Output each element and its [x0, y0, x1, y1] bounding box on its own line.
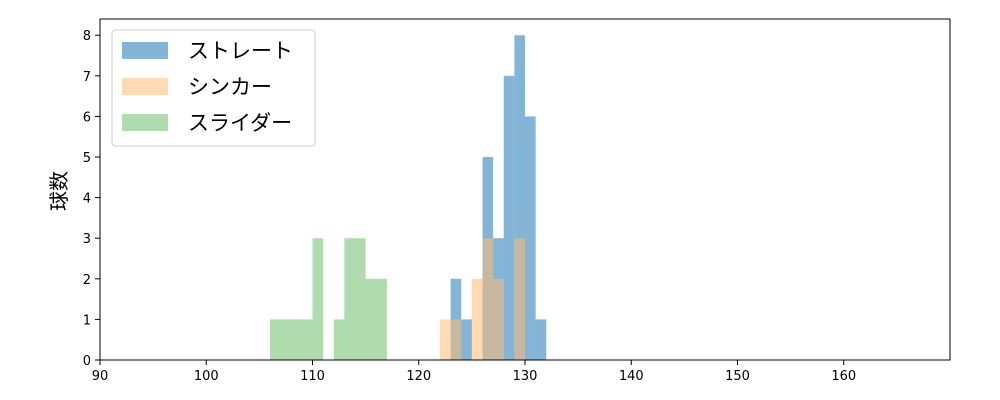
x-tick-label: 120	[406, 369, 431, 384]
bar-2-3	[344, 238, 366, 360]
y-axis-label: 球数	[47, 171, 71, 211]
bar-1-3	[482, 238, 494, 360]
bars-layer	[270, 35, 547, 360]
x-tick-label: 100	[194, 369, 219, 384]
y-tick-label: 4	[83, 192, 91, 207]
y-tick-label: 1	[83, 313, 91, 328]
legend-label: スライダー	[188, 111, 292, 135]
bar-0-4	[503, 75, 515, 360]
bar-1-4	[493, 278, 504, 360]
y-tick-label: 8	[83, 29, 91, 44]
bar-2-1	[312, 238, 324, 360]
y-tick-label: 7	[83, 70, 91, 85]
y-tick-label: 3	[83, 232, 91, 247]
bar-1-5	[514, 238, 525, 360]
y-tick-label: 6	[83, 110, 91, 125]
legend-label: ストレート	[188, 39, 293, 63]
bar-0-5	[514, 35, 525, 360]
bar-1-0	[440, 319, 451, 360]
bar-2-2	[333, 319, 345, 360]
x-tick-label: 110	[300, 369, 325, 384]
bar-0-7	[535, 319, 547, 360]
y-tick-label: 0	[83, 354, 91, 369]
x-tick-label: 90	[92, 369, 109, 384]
y-axis: 0 1 2 3 4 5 6 7 8	[83, 29, 100, 369]
x-tick-label: 150	[725, 369, 750, 384]
bar-1-2	[471, 278, 483, 360]
x-tick-label: 130	[513, 369, 538, 384]
x-axis: 90 100 110 120 130 140 150 160	[92, 360, 856, 384]
y-tick-label: 2	[83, 273, 91, 288]
legend-swatch	[122, 114, 168, 131]
legend-swatch	[122, 42, 168, 59]
bar-0-1	[461, 319, 472, 360]
bar-1-1	[450, 319, 462, 360]
bar-0-6	[525, 116, 536, 360]
legend-swatch	[122, 78, 168, 95]
bar-2-0	[270, 319, 313, 360]
x-tick-label: 140	[619, 369, 644, 384]
bar-2-4	[365, 278, 387, 360]
legend-label: シンカー	[188, 75, 272, 99]
y-tick-label: 5	[83, 151, 91, 166]
x-tick-label: 160	[831, 369, 856, 384]
